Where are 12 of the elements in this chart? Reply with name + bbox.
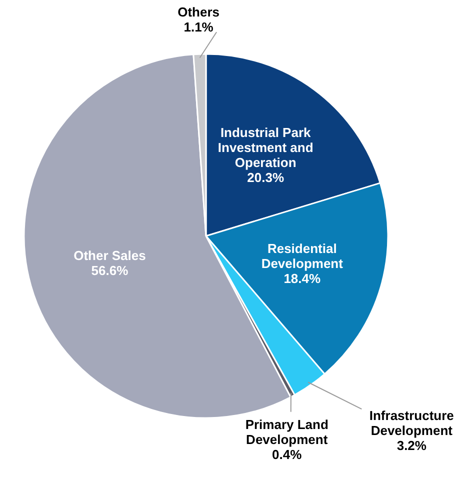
- data-label: 56.6%: [91, 262, 129, 278]
- data-label: 18.4%: [284, 270, 321, 286]
- slice-label: Industrial Park Investment and Operation: [218, 125, 314, 170]
- data-label: 3.2%: [396, 438, 427, 454]
- slice-label: Others: [178, 4, 220, 20]
- slice-label: Other Sales: [74, 248, 146, 263]
- data-label: 1.1%: [184, 20, 214, 35]
- slice-label: Residential Development: [261, 240, 344, 271]
- slice-label: Primary Land Development: [245, 416, 328, 447]
- data-label: 0.4%: [272, 446, 302, 462]
- data-label: 20.3%: [247, 170, 284, 186]
- slice-label: Infrastructure Development: [369, 408, 454, 438]
